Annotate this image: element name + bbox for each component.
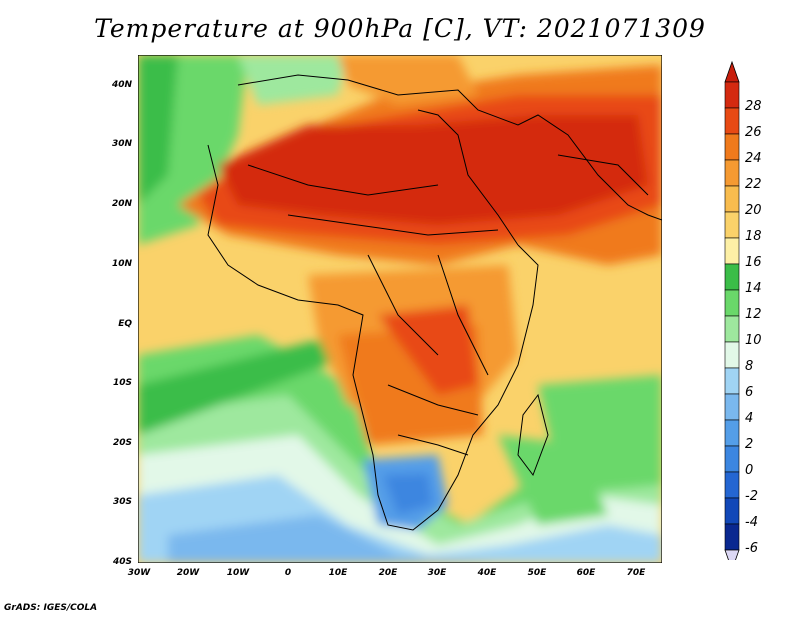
colorbar-label: 28: [745, 99, 762, 114]
y-tick-label: 30S: [112, 497, 132, 507]
colorbar-label: 0: [745, 463, 754, 478]
colorbar-swatch: [724, 185, 740, 213]
colorbar-label: -6: [745, 541, 758, 556]
footer-credit: GrADS: IGES/COLA: [4, 603, 98, 613]
colorbar-swatch: [724, 159, 740, 187]
colorbar-label: 20: [745, 203, 762, 218]
colorbar-label: 8: [745, 359, 754, 374]
colorbar-label: 16: [745, 255, 762, 270]
colorbar-swatch: [724, 393, 740, 421]
coastlines: [207, 74, 662, 531]
colorbar-swatch: [724, 523, 740, 551]
x-tick-label: 30W: [127, 568, 151, 578]
x-tick-label: 60E: [576, 568, 596, 578]
colorbar-label: 22: [745, 177, 762, 192]
colorbar-swatch: [724, 81, 740, 109]
colorbar-label: 4: [745, 411, 754, 426]
colorbar-swatch: [724, 445, 740, 473]
x-tick-label: 20W: [176, 568, 200, 578]
colorbar-swatch: [724, 315, 740, 343]
colorbar-label: 14: [745, 281, 762, 296]
x-tick-label: 50E: [527, 568, 547, 578]
colorbar-label: 12: [745, 307, 762, 322]
colorbar-label: 26: [745, 125, 762, 140]
colorbar-label: 24: [745, 151, 762, 166]
colorbar-swatch: [724, 497, 740, 525]
temperature-field: [138, 55, 662, 563]
colorbar-label: 6: [745, 385, 754, 400]
colorbar-swatch: [724, 133, 740, 161]
x-tick-label: 10E: [328, 568, 348, 578]
y-tick-label: 30N: [111, 139, 132, 149]
colorbar-swatch: [724, 367, 740, 395]
colorbar-label: 2: [745, 437, 754, 452]
colorbar-under-triangle: [724, 549, 740, 560]
y-tick-label: 40S: [112, 557, 132, 567]
temperature-map: [138, 55, 662, 563]
x-tick-label: 10W: [226, 568, 250, 578]
colorbar-swatch: [724, 289, 740, 317]
x-tick-label: 40E: [477, 568, 497, 578]
colorbar: [724, 60, 740, 560]
colorbar-swatch: [724, 419, 740, 447]
x-tick-label: 20E: [378, 568, 398, 578]
colorbar-swatch: [724, 471, 740, 499]
colorbar-label: 18: [745, 229, 762, 244]
colorbar-swatch: [724, 107, 740, 135]
colorbar-swatch: [724, 211, 740, 239]
colorbar-label: -4: [745, 515, 758, 530]
y-tick-label: 10S: [112, 378, 132, 388]
x-tick-label: 30E: [427, 568, 447, 578]
chart-title: Temperature at 900hPa [C], VT: 202107130…: [94, 14, 706, 43]
colorbar-label: -2: [745, 489, 758, 504]
y-tick-label: 40N: [111, 80, 132, 90]
y-tick-label: EQ: [118, 319, 132, 329]
y-tick-label: 10N: [111, 259, 132, 269]
colorbar-over-triangle: [724, 60, 740, 83]
y-tick-label: 20N: [111, 199, 132, 209]
colorbar-swatch: [724, 237, 740, 265]
x-tick-label: 0: [284, 568, 292, 578]
colorbar-swatch: [724, 263, 740, 291]
y-tick-label: 20S: [112, 438, 132, 448]
colorbar-swatch: [724, 341, 740, 369]
x-tick-label: 70E: [626, 568, 646, 578]
colorbar-label: 10: [745, 333, 762, 348]
